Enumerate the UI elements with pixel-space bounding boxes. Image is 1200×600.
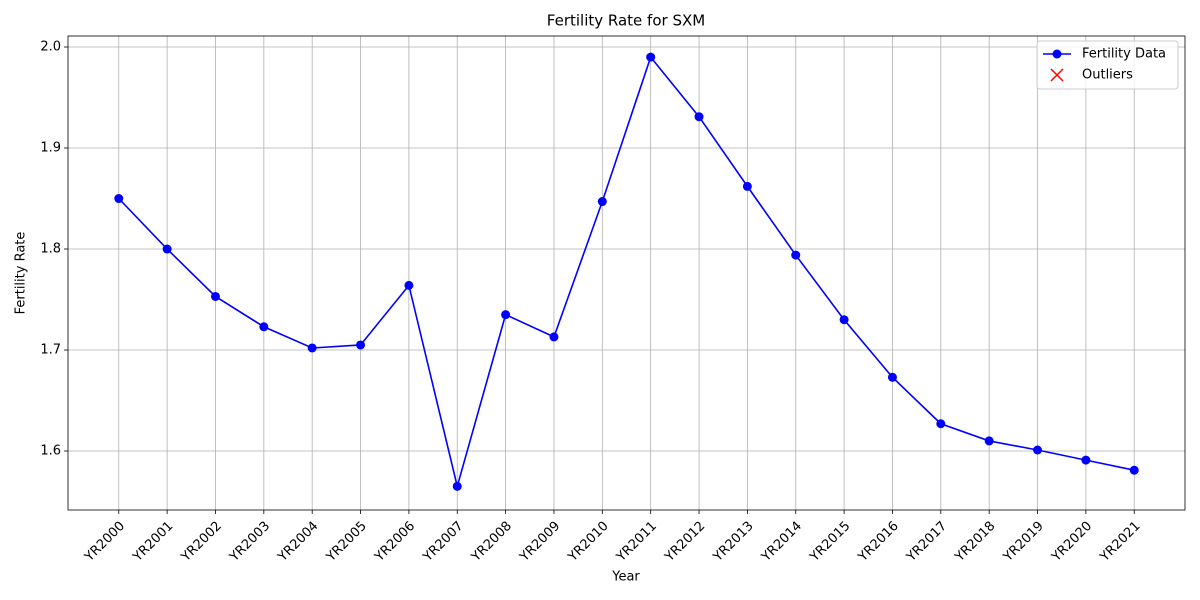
point [356,340,366,350]
legend: Fertility Data Outliers [1036,40,1179,90]
point [839,315,849,325]
y-tick-label: 1.6 [40,444,61,459]
point [1129,465,1139,475]
point [1052,49,1062,59]
legend-label: Fertility Data [1082,47,1166,62]
chart-title: Fertility Rate for SXM [547,12,705,30]
x-marker [1050,68,1064,82]
point [114,194,124,204]
legend-label: Outliers [1082,68,1133,83]
legend-box [1036,40,1179,90]
outlier-marker [1050,68,1064,82]
point [549,332,559,342]
point [452,481,462,491]
y-tick-label: 2.0 [40,40,61,55]
point [694,112,704,122]
y-tick-label: 1.8 [40,242,61,257]
point [210,291,220,301]
point [984,436,994,446]
point [597,197,607,207]
x-axis-label: Year [611,570,640,585]
point [1033,445,1043,455]
point [646,52,656,62]
point [404,280,414,290]
point [162,244,172,254]
point [791,250,801,260]
point [501,310,511,320]
point [936,419,946,429]
y-tick-label: 1.7 [40,343,61,358]
y-tick-label: 1.9 [40,141,61,156]
y-axis-label: Fertility Rate [14,232,29,315]
point [887,372,897,382]
point [307,343,317,353]
point [742,181,752,191]
plot-frame [67,35,1186,511]
series-line [118,55,1135,490]
point [1081,455,1091,465]
point [259,322,269,332]
